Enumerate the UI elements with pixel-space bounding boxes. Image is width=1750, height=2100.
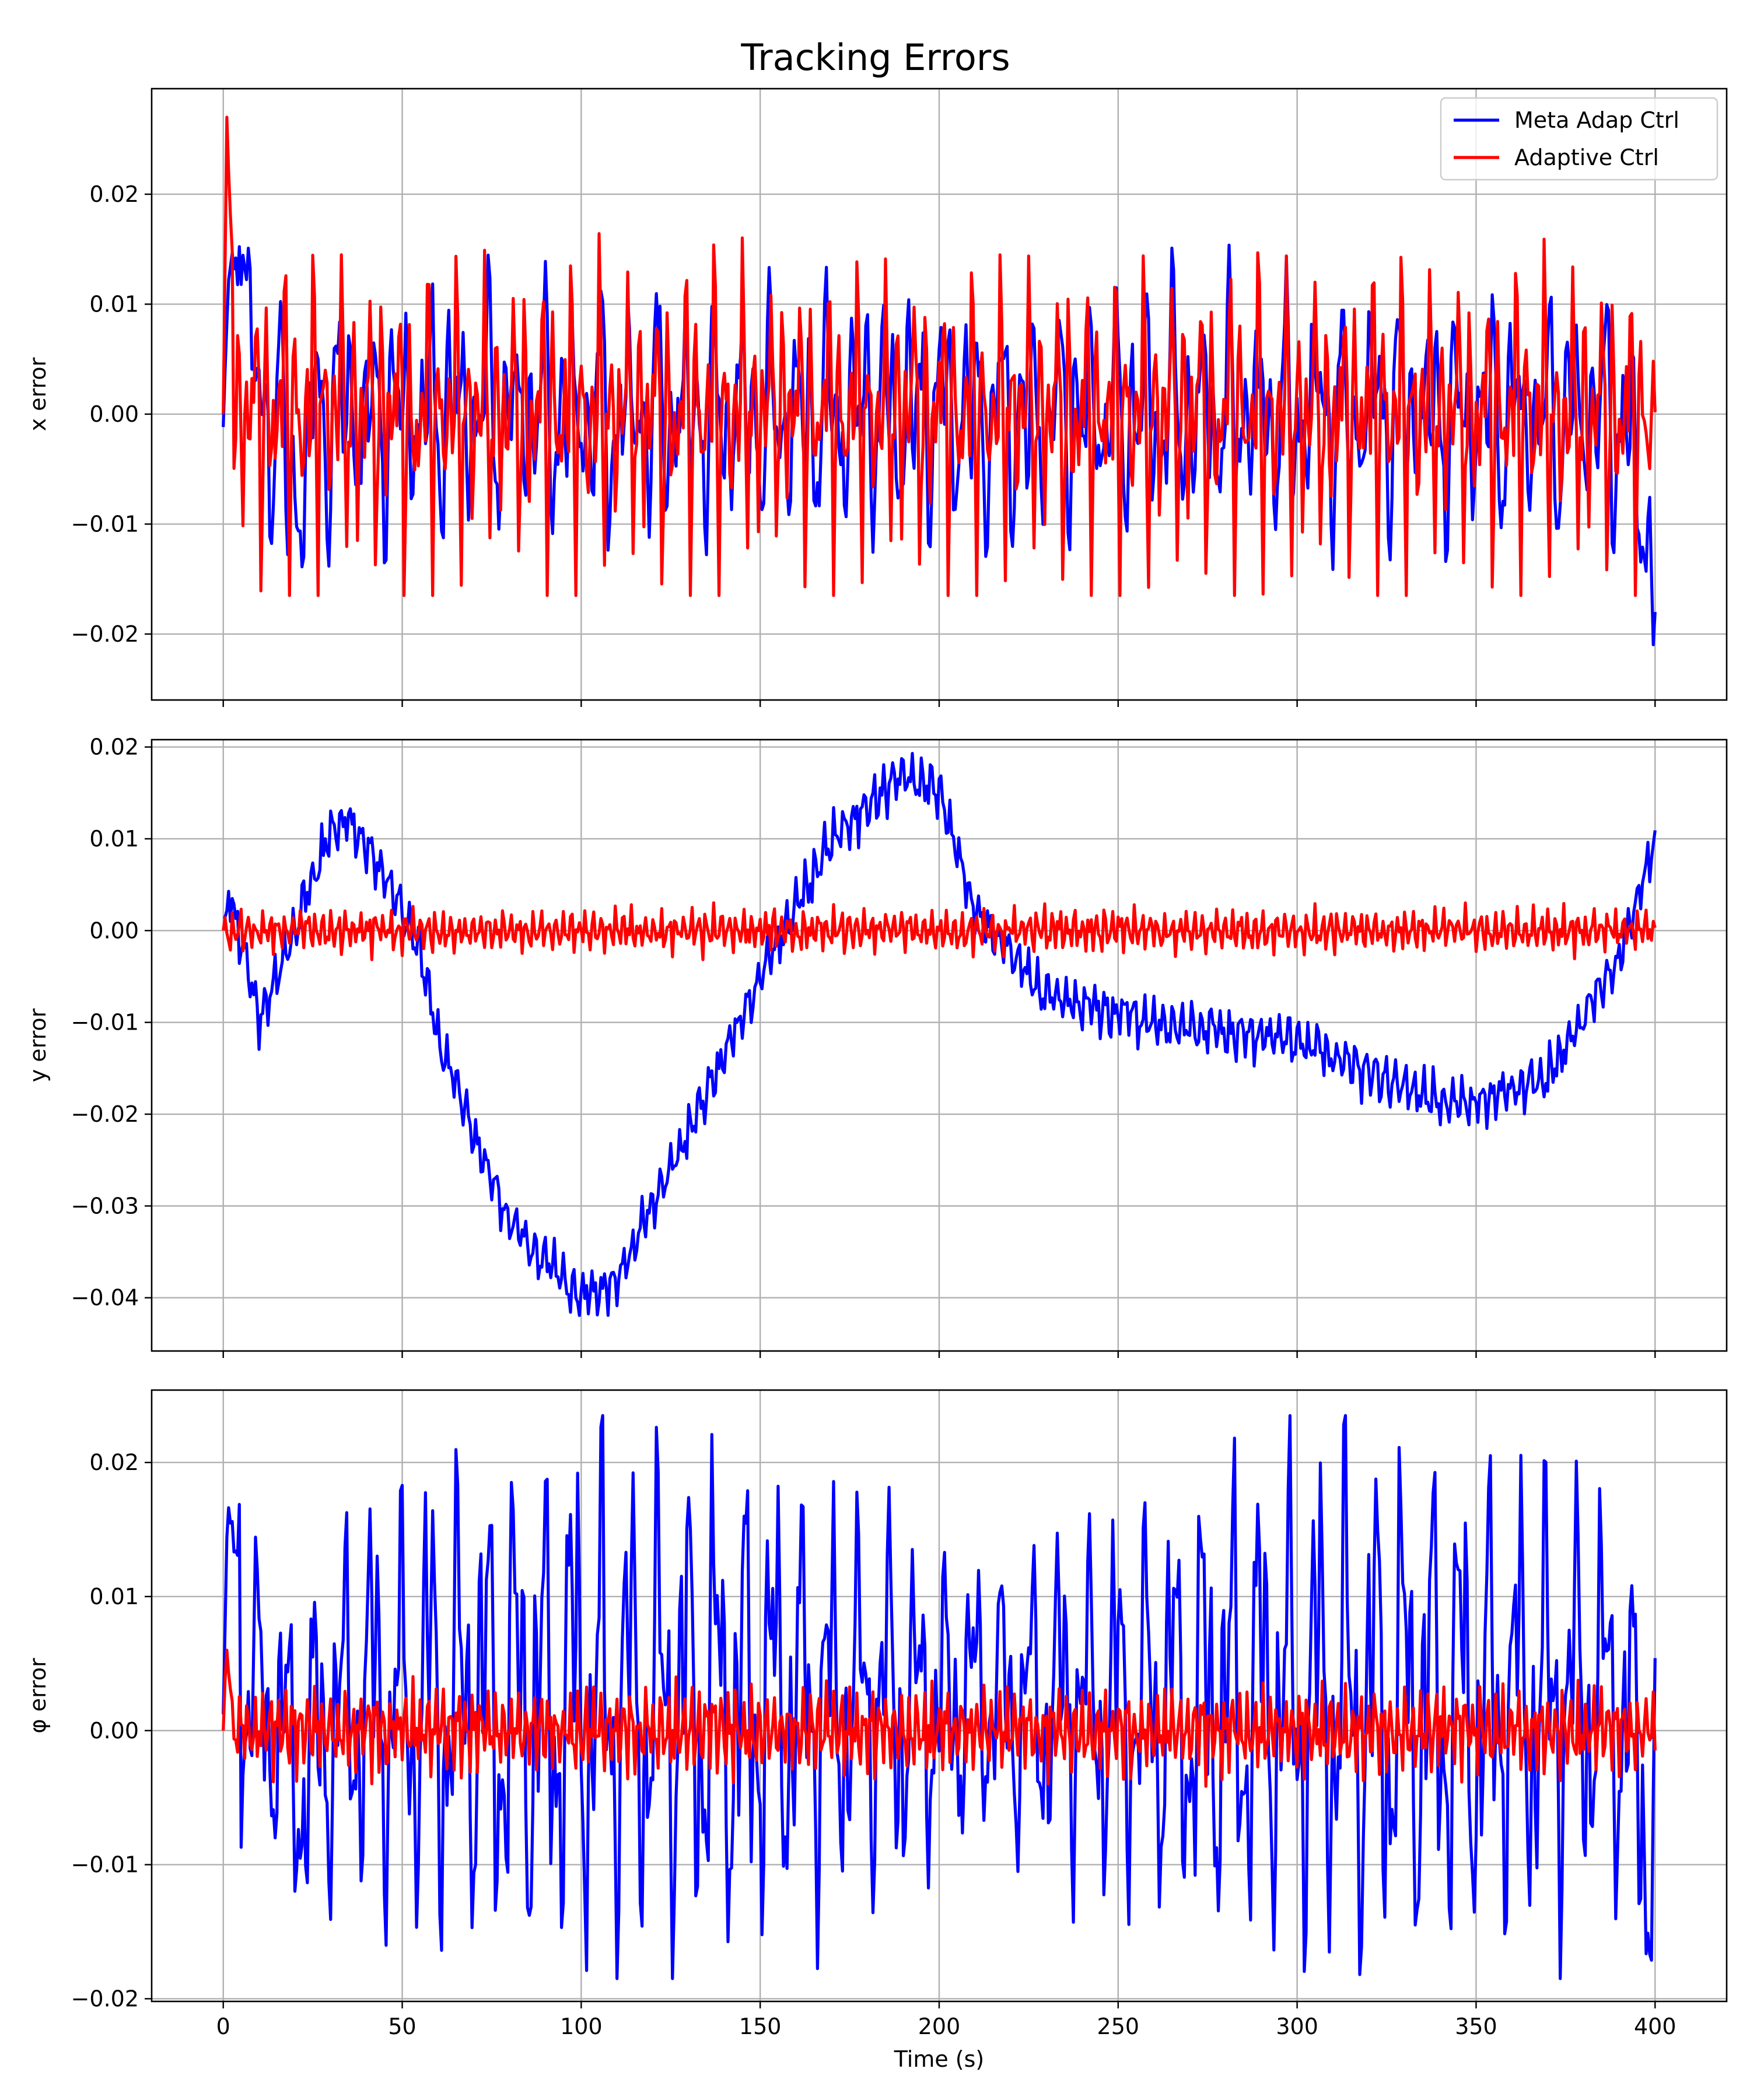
x-tick-label: 0	[216, 2014, 230, 2039]
y-tick-label: −0.02	[71, 1101, 139, 1127]
series-line-adaptive-ctrl	[222, 116, 1657, 597]
y-tick-label: −0.01	[71, 1852, 139, 1878]
legend-label: Adaptive Ctrl	[1514, 145, 1659, 170]
x-tick-label: 300	[1276, 2014, 1318, 2039]
x-tick-label: 350	[1455, 2014, 1497, 2039]
subplot-1: −0.02 −0.01 0.00 0.01 0.02 x error Meta Adap C…	[25, 88, 1728, 707]
x-tick-label: 200	[918, 2014, 961, 2039]
subplot-2: −0.04 −0.03 −0.02 −0.01 0.00 0.01 0.02 y error	[25, 734, 1728, 1358]
y-tick-label: 0.02	[89, 1450, 139, 1475]
y-tick-label: −0.04	[71, 1285, 139, 1311]
y-tick-label: 0.02	[89, 734, 139, 760]
y-tick-label: 0.01	[89, 826, 139, 852]
subplot-3: 0 50 100 150 200 250 300 350 400 −0.02 −0.01 0.00 0.…	[25, 1389, 1728, 2072]
y-axis-label: φ error	[25, 1658, 51, 1734]
series-line-adaptive-ctrl	[222, 1648, 1657, 1788]
series-line-adaptive-ctrl	[222, 901, 1657, 961]
y-axis-label: x error	[25, 357, 51, 431]
y-tick-label: 0.01	[89, 1584, 139, 1609]
series-line-meta-adap-ctrl	[222, 1414, 1657, 1980]
series-line-meta-adap-ctrl	[223, 752, 1657, 1317]
chart-title: Tracking Errors	[740, 36, 1010, 79]
y-tick-label: −0.02	[71, 621, 139, 647]
y-tick-label: −0.01	[71, 511, 139, 537]
y-tick-label: 0.02	[89, 181, 139, 207]
y-tick-label: −0.02	[71, 1986, 139, 2011]
y-tick-label: 0.00	[89, 918, 139, 943]
x-tick-label: 100	[560, 2014, 603, 2039]
legend-label: Meta Adap Ctrl	[1514, 107, 1679, 133]
y-tick-label: −0.03	[71, 1193, 139, 1219]
x-tick-label: 150	[739, 2014, 782, 2039]
x-tick-label: 400	[1634, 2014, 1676, 2039]
y-tick-label: 0.01	[89, 291, 139, 317]
legend: Meta Adap Ctrl Adaptive Ctrl	[1440, 97, 1718, 181]
x-tick-label: 50	[388, 2014, 416, 2039]
y-tick-label: 0.00	[89, 1718, 139, 1744]
y-tick-label: −0.01	[71, 1010, 139, 1035]
x-axis-label: Time (s)	[894, 2046, 985, 2072]
x-tick-label: 250	[1097, 2014, 1140, 2039]
y-tick-label: 0.00	[89, 401, 139, 427]
y-axis-label: y error	[25, 1008, 51, 1082]
